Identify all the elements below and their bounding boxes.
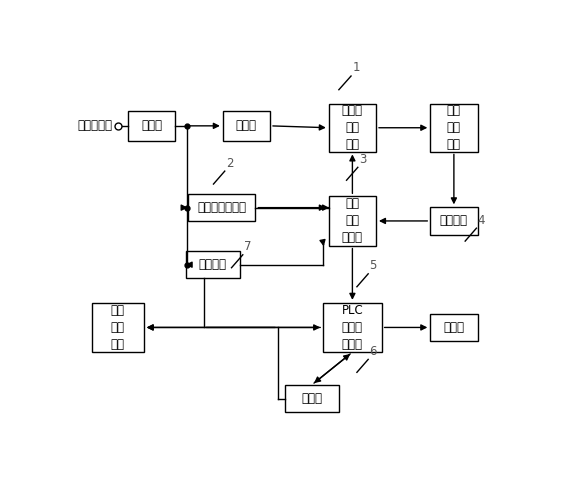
Bar [430,104,478,152]
Text: 辅助电源: 辅助电源 [198,258,226,271]
Bar [92,303,144,352]
Bar [285,385,339,412]
Text: 远程
监控
终端: 远程 监控 终端 [111,304,125,351]
Text: 1: 1 [353,61,360,75]
Text: 同步信号发生器: 同步信号发生器 [197,201,246,214]
Bar [223,111,270,141]
Text: 7: 7 [244,240,251,253]
Text: 三相电输入: 三相电输入 [77,120,112,132]
Text: 2: 2 [226,157,233,169]
Text: PLC
可编程
控制器: PLC 可编程 控制器 [342,304,363,351]
Text: 报警器: 报警器 [443,321,464,334]
Bar [329,196,376,246]
Bar [188,194,255,221]
Bar [430,207,478,235]
Text: 低温
镀铁
负载: 低温 镀铁 负载 [447,104,461,151]
Text: 3: 3 [359,153,367,166]
Text: 5: 5 [370,259,377,272]
Text: 4: 4 [478,213,485,227]
Text: 可控硅
整流
电路: 可控硅 整流 电路 [342,104,363,151]
Text: 继电器: 继电器 [141,120,162,132]
Bar [128,111,175,141]
Bar [329,104,376,152]
Text: 触摸屏: 触摸屏 [301,392,322,405]
Text: 脉冲
信号
发生器: 脉冲 信号 发生器 [342,198,363,245]
Text: 6: 6 [370,345,377,358]
Text: 变压器: 变压器 [236,120,257,132]
Bar [186,251,240,279]
Bar [323,303,382,352]
Text: 反馈电路: 反馈电路 [440,214,468,227]
Bar [430,314,478,341]
